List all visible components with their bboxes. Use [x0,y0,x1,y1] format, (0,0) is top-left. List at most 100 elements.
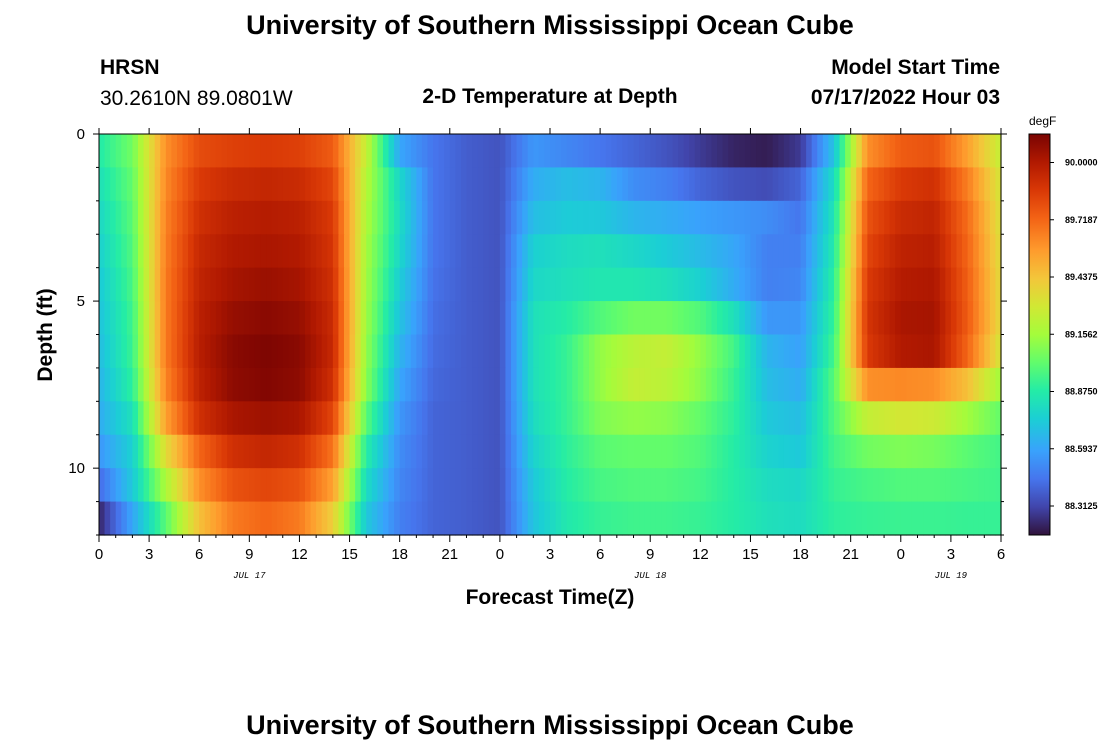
heatmap-cell [449,134,456,169]
heatmap-cell [555,200,562,235]
heatmap-cell [360,134,367,169]
x-tick-label: 15 [341,546,358,563]
heatmap-cell [588,267,596,302]
heatmap-cell [839,468,846,503]
heatmap-cell [783,501,791,536]
heatmap-cell [410,267,417,302]
heatmap-cell [722,434,729,469]
heatmap-cell [204,267,211,302]
heatmap-cell [366,401,373,436]
heatmap-cell [661,134,668,169]
heatmap-cell [544,468,551,503]
heatmap-cell [338,334,345,369]
heatmap-cell [811,234,818,269]
heatmap-cell [243,167,250,202]
heatmap-cell [911,234,919,269]
heatmap-cell [193,401,200,436]
heatmap-cell [165,167,172,202]
heatmap-cell [605,367,612,402]
heatmap-cell [872,234,880,269]
heatmap-cell [221,200,228,235]
heatmap-cell [154,167,161,202]
heatmap-cell [388,167,395,202]
heatmap-cell [577,434,585,469]
heatmap-cell [627,134,635,169]
heatmap-cell [794,468,802,503]
heatmap-cell [616,234,623,269]
heatmap-cell [627,234,635,269]
heatmap-cell [945,200,952,235]
colorbar-ticks: 90.000089.718789.437589.156288.875088.59… [1050,157,1098,511]
heatmap-cell [806,367,813,402]
heatmap-cell [789,134,796,169]
heatmap-cell [555,234,562,269]
heatmap-cell [666,334,674,369]
heatmap-cell [444,334,451,369]
heatmap-cell [850,134,857,169]
heatmap-cell [421,200,429,235]
heatmap-cell [232,401,239,436]
heatmap-cell [572,167,579,202]
heatmap-cell [349,401,356,436]
heatmap-cell [822,401,829,436]
heatmap-cell [627,334,635,369]
heatmap-cell [572,468,579,503]
heatmap-cell [249,367,256,402]
heatmap-cell [817,234,824,269]
heatmap-cell [254,334,262,369]
heatmap-cell [611,334,618,369]
heatmap-cell [232,267,239,302]
heatmap-cell [438,267,445,302]
heatmap-cell [282,468,289,503]
heatmap-cell [722,167,729,202]
heatmap-cell [260,234,267,269]
heatmap-cell [165,200,172,235]
heatmap-cell [282,434,289,469]
heatmap-cell [349,200,356,235]
heatmap-cell [845,501,852,536]
heatmap-cell [210,267,217,302]
heatmap-cell [678,334,685,369]
heatmap-cell [204,234,211,269]
heatmap-cell [288,267,295,302]
heatmap-cell [232,234,239,269]
heatmap-cell [366,200,373,235]
heatmap-cell [238,134,245,169]
heatmap-cell [867,267,874,302]
heatmap-cell [243,200,250,235]
heatmap-cell [733,468,740,503]
heatmap-cell [249,501,256,536]
heatmap-cell [522,501,529,536]
heatmap-cell [154,401,161,436]
heatmap-cell [911,134,919,169]
heatmap-cell [950,468,958,503]
heatmap-cell [561,334,568,369]
heatmap-cell [728,134,735,169]
heatmap-cell [271,334,278,369]
heatmap-cell [577,234,585,269]
heatmap-cell [444,367,451,402]
heatmap-cell [427,134,434,169]
heatmap-cell [789,267,796,302]
heatmap-cell [126,434,134,469]
heatmap-cell [132,334,139,369]
heatmap-cell [588,301,596,336]
heatmap-cell [193,367,200,402]
heatmap-cell [494,401,501,436]
heatmap-cell [522,234,529,269]
heatmap-cell [711,301,718,336]
heatmap-cell [900,401,907,436]
heatmap-cell [572,334,579,369]
heatmap-cell [310,267,317,302]
heatmap-cell [327,134,334,169]
heatmap-cell [616,468,623,503]
heatmap-cell [672,200,679,235]
heatmap-cell [516,468,523,503]
heatmap-cell [149,301,156,336]
heatmap-cell [689,367,696,402]
heatmap-cell [349,434,356,469]
heatmap-cell [800,167,807,202]
heatmap-cell [845,434,852,469]
heatmap-cell [544,134,551,169]
heatmap-cell [210,434,217,469]
